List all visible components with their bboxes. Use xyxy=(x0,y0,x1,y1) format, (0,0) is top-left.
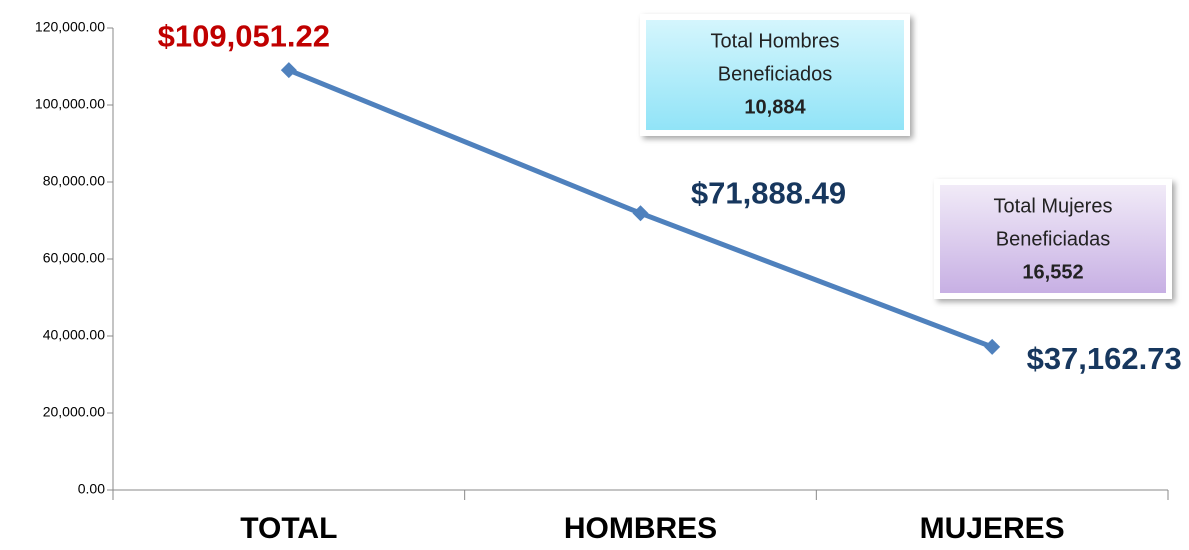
y-tick-label: 40,000.00 xyxy=(43,327,105,343)
marker xyxy=(280,62,297,79)
annotation-text: Total Mujeres xyxy=(994,195,1113,217)
marker xyxy=(632,205,649,222)
annotation-text: Beneficiados xyxy=(718,63,833,85)
y-tick-label: 100,000.00 xyxy=(35,96,105,112)
x-tick-label: HOMBRES xyxy=(564,512,717,545)
annotation-text: 10,884 xyxy=(744,96,806,118)
y-tick-label: 0.00 xyxy=(78,481,105,497)
y-tick-label: 20,000.00 xyxy=(43,404,105,420)
annotation-text: Beneficiadas xyxy=(996,228,1111,250)
x-tick-label: TOTAL xyxy=(240,512,337,545)
y-tick-label: 120,000.00 xyxy=(35,19,105,35)
marker xyxy=(984,338,1001,355)
data-label: $71,888.49 xyxy=(691,175,846,210)
annotation-box xyxy=(640,14,910,136)
data-label: $37,162.73 xyxy=(1027,341,1182,376)
y-tick-label: 80,000.00 xyxy=(43,173,105,189)
annotation-text: 16,552 xyxy=(1022,261,1083,283)
data-label: $109,051.22 xyxy=(158,18,330,53)
y-tick-label: 60,000.00 xyxy=(43,250,105,266)
x-tick-label: MUJERES xyxy=(920,512,1065,545)
annotation-box xyxy=(934,179,1172,299)
annotation-text: Total Hombres xyxy=(711,30,840,52)
